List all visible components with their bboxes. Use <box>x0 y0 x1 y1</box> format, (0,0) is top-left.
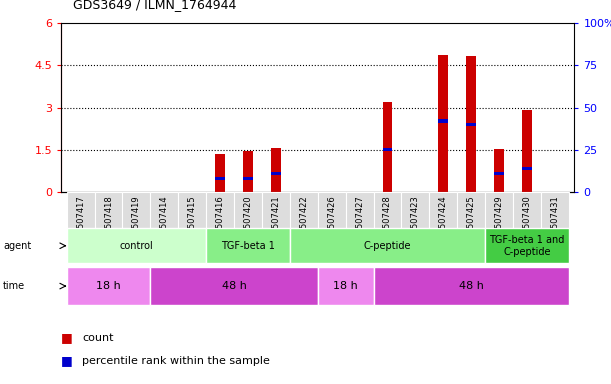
Bar <box>382 102 392 192</box>
Text: 18 h: 18 h <box>96 281 121 291</box>
Text: GSM507417: GSM507417 <box>76 195 85 246</box>
Text: 18 h: 18 h <box>333 281 358 291</box>
Bar <box>438 119 448 123</box>
Bar <box>243 151 253 192</box>
Text: TGF-beta 1: TGF-beta 1 <box>221 241 275 251</box>
Bar <box>178 192 206 261</box>
Bar <box>485 228 569 263</box>
Text: 48 h: 48 h <box>222 281 246 291</box>
Text: time: time <box>3 281 25 291</box>
Bar <box>271 172 281 175</box>
Bar <box>206 192 234 261</box>
Bar <box>522 110 532 192</box>
Bar <box>318 267 373 305</box>
Text: TGF-beta 1 and
C-peptide: TGF-beta 1 and C-peptide <box>489 235 565 257</box>
Bar <box>150 192 178 261</box>
Text: GSM507431: GSM507431 <box>551 195 559 246</box>
Bar <box>522 167 532 170</box>
Text: percentile rank within the sample: percentile rank within the sample <box>82 356 270 366</box>
Bar <box>95 192 122 261</box>
Bar <box>271 147 281 192</box>
Text: GSM507423: GSM507423 <box>411 195 420 246</box>
Bar <box>290 228 485 263</box>
Bar <box>541 192 569 261</box>
Bar <box>215 177 225 180</box>
Text: count: count <box>82 333 114 343</box>
Bar <box>494 172 504 175</box>
Text: ■: ■ <box>61 331 73 344</box>
Bar <box>430 192 457 261</box>
Bar <box>485 192 513 261</box>
Bar <box>457 192 485 261</box>
Bar <box>150 267 318 305</box>
Text: control: control <box>120 241 153 251</box>
Bar <box>513 192 541 261</box>
Text: GSM507414: GSM507414 <box>160 195 169 246</box>
Text: GSM507420: GSM507420 <box>244 195 252 246</box>
Text: GSM507418: GSM507418 <box>104 195 113 246</box>
Bar <box>243 177 253 180</box>
Text: GSM507428: GSM507428 <box>383 195 392 246</box>
Bar <box>215 154 225 192</box>
Bar <box>466 56 476 192</box>
Text: GSM507415: GSM507415 <box>188 195 197 246</box>
Text: ■: ■ <box>61 354 73 367</box>
Text: GSM507429: GSM507429 <box>494 195 503 246</box>
Bar <box>346 192 373 261</box>
Text: GSM507421: GSM507421 <box>271 195 280 246</box>
Text: GSM507427: GSM507427 <box>355 195 364 246</box>
Bar <box>438 55 448 192</box>
Bar <box>67 267 150 305</box>
Text: GSM507426: GSM507426 <box>327 195 336 246</box>
Text: GSM507419: GSM507419 <box>132 195 141 246</box>
Bar <box>290 192 318 261</box>
Bar <box>494 149 504 192</box>
Bar <box>262 192 290 261</box>
Bar <box>122 192 150 261</box>
Text: 48 h: 48 h <box>459 281 483 291</box>
Bar <box>373 192 401 261</box>
Text: GDS3649 / ILMN_1764944: GDS3649 / ILMN_1764944 <box>73 0 236 12</box>
Bar <box>382 148 392 151</box>
Text: GSM507422: GSM507422 <box>299 195 309 246</box>
Text: GSM507416: GSM507416 <box>216 195 225 246</box>
Text: GSM507425: GSM507425 <box>467 195 475 246</box>
Bar <box>318 192 346 261</box>
Bar <box>466 123 476 126</box>
Bar <box>67 192 95 261</box>
Bar <box>234 192 262 261</box>
Bar <box>401 192 430 261</box>
Text: GSM507430: GSM507430 <box>522 195 532 246</box>
Text: GSM507424: GSM507424 <box>439 195 448 246</box>
Bar <box>373 267 569 305</box>
Text: agent: agent <box>3 241 31 251</box>
Text: C-peptide: C-peptide <box>364 241 411 251</box>
Bar <box>67 228 206 263</box>
Bar <box>206 228 290 263</box>
